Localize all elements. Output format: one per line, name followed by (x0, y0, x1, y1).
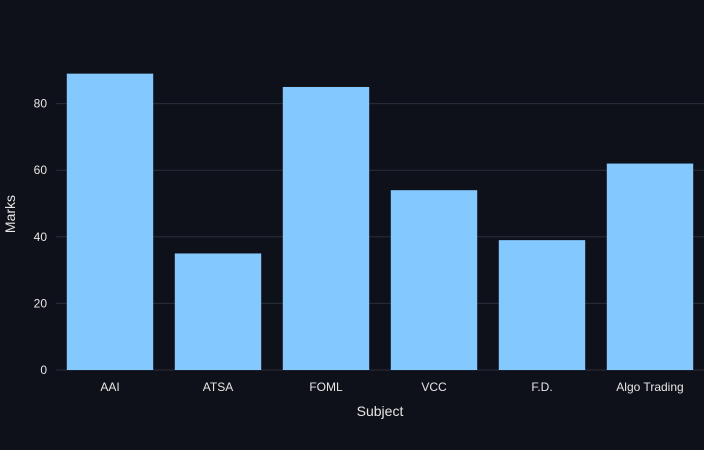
bar-f-d[interactable] (498, 240, 586, 370)
x-tick-label: FOML (309, 380, 343, 394)
y-tick-label: 0 (40, 363, 47, 377)
y-tick-label: 40 (34, 230, 48, 244)
gridlines (56, 103, 704, 371)
y-axis-ticks: 0 20 40 60 80 (34, 97, 48, 377)
bar-aai[interactable] (66, 73, 154, 370)
y-tick-label: 20 (34, 296, 48, 310)
y-axis-title: Marks (2, 195, 18, 233)
x-tick-label: F.D. (531, 380, 552, 394)
y-tick-label: 60 (34, 163, 48, 177)
x-tick-label: Algo Trading (616, 380, 683, 394)
bar-atsa[interactable] (174, 253, 262, 370)
x-axis-ticks: AAI ATSA FOML VCC F.D. Algo Trading (100, 380, 683, 394)
x-tick-label: AAI (100, 380, 119, 394)
bar-vcc[interactable] (390, 190, 478, 370)
x-tick-label: VCC (421, 380, 447, 394)
bar-algo-trading[interactable] (606, 163, 694, 370)
bars (66, 73, 694, 370)
y-tick-label: 80 (34, 97, 48, 111)
x-axis-title: Subject (357, 403, 404, 419)
x-tick-label: ATSA (203, 380, 233, 394)
bar-foml[interactable] (282, 86, 370, 370)
